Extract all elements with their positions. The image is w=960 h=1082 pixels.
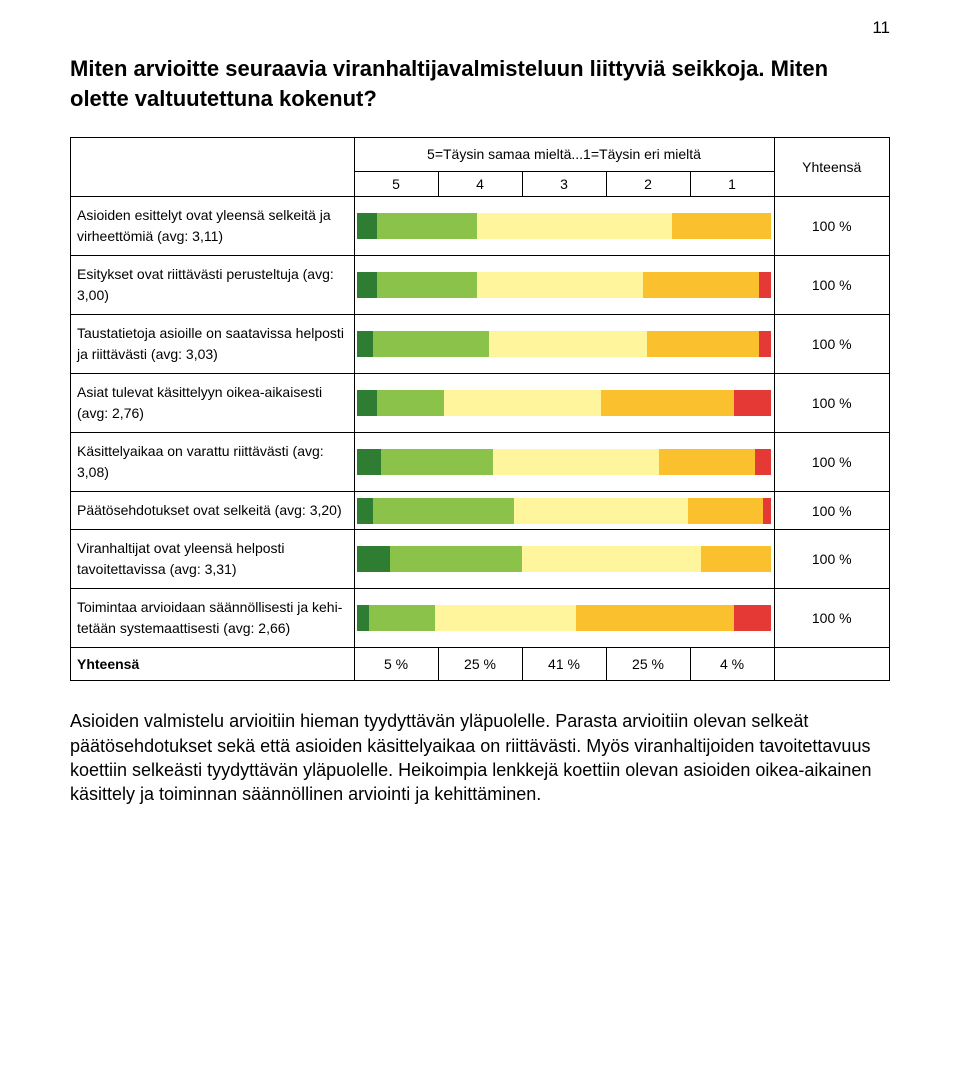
row-bar <box>354 589 774 648</box>
row-bar <box>354 492 774 530</box>
bar-segment-4 <box>373 498 514 524</box>
row-bar <box>354 530 774 589</box>
header-blank <box>71 138 355 197</box>
row-total: 100 % <box>774 492 890 530</box>
bar-segment-3 <box>489 331 647 357</box>
table-row: Käsittelyaikaa on varattu riittävästi (a… <box>71 433 890 492</box>
bar-segment-1 <box>734 605 771 631</box>
page-title: Miten arvioitte seuraavia viranhaltijava… <box>70 54 890 113</box>
bar-segment-5 <box>357 213 378 239</box>
row-total: 100 % <box>774 197 890 256</box>
footer-value: 4 % <box>690 648 774 681</box>
survey-table: 5=Täysin samaa mieltä...1=Täysin eri mie… <box>70 137 890 681</box>
bar-segment-3 <box>522 546 700 572</box>
header-scale-2: 2 <box>606 172 690 197</box>
bar-segment-2 <box>701 546 772 572</box>
footer-row: Yhteensä5 %25 %41 %25 %4 % <box>71 648 890 681</box>
row-total: 100 % <box>774 315 890 374</box>
bar-segment-1 <box>755 449 772 475</box>
bar-segment-1 <box>759 272 771 298</box>
page-number: 11 <box>872 18 890 38</box>
bar-segment-1 <box>763 498 771 524</box>
row-label: Taustatietoja asioille on saatavissa hel… <box>71 315 355 374</box>
bar-segment-3 <box>477 213 672 239</box>
bar-segment-5 <box>357 272 378 298</box>
row-label: Asiat tulevat käsittelyyn oikea-aikaises… <box>71 374 355 433</box>
page: 11 Miten arvioitte seuraavia viranhaltij… <box>0 0 960 1082</box>
row-total: 100 % <box>774 530 890 589</box>
footer-value: 25 % <box>438 648 522 681</box>
bar-segment-1 <box>759 331 771 357</box>
bar-segment-5 <box>357 546 390 572</box>
table-row: Esitykset ovat riittävästi perusteltuja … <box>71 256 890 315</box>
row-label: Esitykset ovat riittävästi perusteltuja … <box>71 256 355 315</box>
bar-segment-2 <box>576 605 734 631</box>
table-row: Asioiden esittelyt ovat yleensä selkeitä… <box>71 197 890 256</box>
bar-segment-5 <box>357 498 374 524</box>
table-row: Viranhaltijat ovat yleensä helposti tavo… <box>71 530 890 589</box>
row-label: Toimintaa arvioidaan säännöllisesti ja k… <box>71 589 355 648</box>
bar-segment-3 <box>444 390 602 416</box>
bar-segment-4 <box>377 213 477 239</box>
bar-segment-3 <box>477 272 643 298</box>
bar-segment-2 <box>672 213 772 239</box>
row-label: Käsittelyaikaa on varattu riittävästi (a… <box>71 433 355 492</box>
row-total: 100 % <box>774 433 890 492</box>
bar-segment-5 <box>357 390 378 416</box>
row-label: Asioiden esittelyt ovat yleensä selkeitä… <box>71 197 355 256</box>
bar-segment-4 <box>373 331 489 357</box>
header-scale-3: 3 <box>522 172 606 197</box>
row-total: 100 % <box>774 256 890 315</box>
bar-segment-4 <box>390 546 523 572</box>
row-bar <box>354 374 774 433</box>
table-row: Toimintaa arvioidaan säännöllisesti ja k… <box>71 589 890 648</box>
footer-blank <box>774 648 890 681</box>
bar-segment-4 <box>377 390 443 416</box>
bar-segment-4 <box>377 272 477 298</box>
footer-value: 41 % <box>522 648 606 681</box>
row-total: 100 % <box>774 374 890 433</box>
bar-segment-2 <box>647 331 759 357</box>
row-bar <box>354 315 774 374</box>
bar-segment-5 <box>357 331 374 357</box>
row-label: Päätösehdotukset ovat selkeitä (avg: 3,2… <box>71 492 355 530</box>
footer-label: Yhteensä <box>71 648 355 681</box>
header-scale: 5=Täysin samaa mieltä...1=Täysin eri mie… <box>354 138 774 172</box>
bar-segment-4 <box>381 449 493 475</box>
bar-segment-5 <box>357 449 382 475</box>
analysis-paragraph: Asioiden valmistelu arvioitiin hieman ty… <box>70 709 890 806</box>
bar-segment-1 <box>734 390 771 416</box>
footer-value: 25 % <box>606 648 690 681</box>
header-scale-4: 4 <box>438 172 522 197</box>
bar-segment-3 <box>493 449 659 475</box>
row-bar <box>354 433 774 492</box>
header-scale-1: 1 <box>690 172 774 197</box>
header-scale-5: 5 <box>354 172 438 197</box>
bar-segment-2 <box>643 272 759 298</box>
row-bar <box>354 256 774 315</box>
table-row: Asiat tulevat käsittelyyn oikea-aikaises… <box>71 374 890 433</box>
bar-segment-5 <box>357 605 369 631</box>
bar-segment-2 <box>659 449 754 475</box>
bar-segment-2 <box>601 390 734 416</box>
bar-segment-2 <box>688 498 763 524</box>
bar-segment-3 <box>514 498 688 524</box>
bar-segment-4 <box>369 605 435 631</box>
footer-value: 5 % <box>354 648 438 681</box>
table-row: Taustatietoja asioille on saatavissa hel… <box>71 315 890 374</box>
row-bar <box>354 197 774 256</box>
row-total: 100 % <box>774 589 890 648</box>
header-total: Yhteensä <box>774 138 890 197</box>
bar-segment-3 <box>435 605 576 631</box>
row-label: Viranhaltijat ovat yleensä helposti tavo… <box>71 530 355 589</box>
table-row: Päätösehdotukset ovat selkeitä (avg: 3,2… <box>71 492 890 530</box>
